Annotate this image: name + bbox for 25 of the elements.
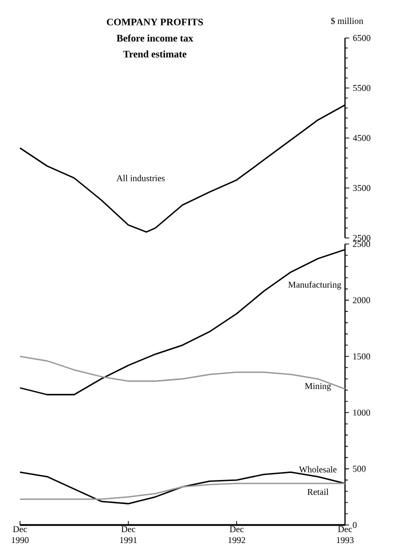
y-tick-label: 6500	[353, 34, 370, 42]
series-label: Manufacturing	[288, 281, 342, 290]
y-tick-label: 500	[353, 466, 366, 472]
x-tick-label: Dec 1991	[120, 526, 137, 544]
y-tick-label: 2500	[353, 234, 370, 242]
y-tick-label: 1500	[353, 353, 370, 360]
annotation: Trend estimate	[123, 50, 186, 58]
line-series	[19, 356, 346, 390]
x-tick-label: Dec 1990	[12, 526, 29, 544]
y-tick-label: 2500	[352, 240, 370, 248]
y-axis-title: $ million	[331, 17, 364, 25]
series-label: Wholesale	[299, 466, 337, 472]
y-tick-label: 1000	[353, 410, 370, 416]
y-tick-label: 5500	[353, 84, 370, 92]
series-label: Retail	[307, 488, 328, 495]
y-tick-label: 0	[352, 522, 357, 528]
series-label: Mining	[304, 383, 331, 391]
chart-subtitle: Before income tax	[116, 34, 194, 42]
y-tick-label: 4500	[352, 134, 370, 142]
x-tick-label: Dec 1992	[228, 526, 246, 544]
y-tick-label: 3500	[353, 184, 370, 192]
y-tick-label: 2000	[352, 297, 370, 304]
text: All industries	[116, 174, 165, 182]
x-tick-label: Dec 1993	[336, 526, 354, 544]
chart-title: COMPANY PROFITS	[106, 18, 203, 26]
